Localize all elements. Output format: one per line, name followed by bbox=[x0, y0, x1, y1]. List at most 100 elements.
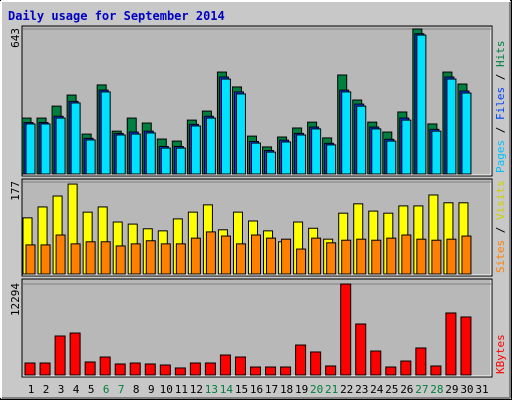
bar bbox=[430, 365, 442, 376]
x-tick-label: 7 bbox=[118, 383, 125, 396]
bar bbox=[311, 237, 322, 275]
bar bbox=[266, 237, 277, 275]
bar bbox=[25, 123, 36, 175]
y-tick-label: 643 bbox=[9, 28, 22, 48]
bar bbox=[281, 141, 292, 175]
legend: KBytes bbox=[494, 334, 507, 374]
legend-separator: / bbox=[494, 67, 507, 87]
bar bbox=[295, 344, 307, 376]
bar bbox=[356, 238, 367, 275]
legend-entry: Hits bbox=[494, 41, 507, 68]
y-tick-label: 12294 bbox=[9, 283, 22, 316]
x-tick-label: 5 bbox=[88, 383, 95, 396]
bar bbox=[189, 362, 201, 376]
chart-title: Daily usage for September 2014 bbox=[8, 9, 225, 23]
bar bbox=[84, 361, 96, 376]
x-tick-label: 31 bbox=[475, 383, 488, 396]
bar bbox=[114, 363, 126, 376]
legend: Sites / Visits bbox=[494, 180, 507, 273]
bar bbox=[70, 243, 81, 275]
x-tick-label: 29 bbox=[445, 383, 458, 396]
bar bbox=[311, 128, 322, 175]
legend-entry: Files bbox=[494, 87, 507, 120]
bar bbox=[25, 244, 36, 275]
bar bbox=[296, 248, 307, 275]
bar bbox=[341, 91, 352, 175]
x-tick-label: 25 bbox=[385, 383, 398, 396]
x-tick-label: 3 bbox=[58, 383, 65, 396]
bar bbox=[69, 332, 81, 376]
bar bbox=[446, 78, 457, 175]
x-tick-label: 12 bbox=[190, 383, 203, 396]
bar bbox=[39, 362, 51, 376]
x-tick-label: 11 bbox=[175, 383, 188, 396]
bar bbox=[190, 237, 201, 275]
bar bbox=[145, 132, 156, 175]
x-tick-label: 27 bbox=[415, 383, 428, 396]
bar bbox=[445, 312, 457, 376]
bar bbox=[220, 235, 231, 275]
x-tick-label: 8 bbox=[133, 383, 140, 396]
bar bbox=[401, 119, 412, 175]
bar bbox=[234, 356, 246, 376]
x-tick-label: 23 bbox=[355, 383, 368, 396]
bar bbox=[461, 92, 472, 175]
bar bbox=[175, 243, 186, 275]
bar bbox=[356, 105, 367, 175]
bar bbox=[205, 231, 216, 275]
bar bbox=[115, 245, 126, 275]
legend: Pages / Files / Hits bbox=[494, 41, 507, 174]
bar bbox=[446, 238, 457, 275]
bar bbox=[24, 362, 36, 376]
bar bbox=[251, 142, 261, 175]
x-tick-label: 10 bbox=[160, 383, 173, 396]
bar bbox=[340, 283, 352, 376]
bar bbox=[265, 366, 277, 376]
bar bbox=[144, 363, 156, 376]
x-tick-label: 21 bbox=[325, 383, 338, 396]
bar bbox=[129, 362, 141, 376]
bar bbox=[99, 356, 111, 376]
bar bbox=[159, 364, 171, 376]
bar bbox=[371, 239, 382, 275]
bar bbox=[326, 242, 337, 275]
bar bbox=[175, 147, 186, 175]
bar bbox=[251, 234, 261, 275]
bar bbox=[386, 237, 397, 275]
bar bbox=[460, 316, 472, 376]
legend-entry: Sites bbox=[494, 240, 507, 273]
bar bbox=[160, 243, 171, 275]
bar bbox=[70, 102, 81, 175]
legend-entry: KBytes bbox=[494, 334, 507, 374]
x-tick-label: 17 bbox=[265, 383, 278, 396]
x-tick-label: 20 bbox=[310, 383, 323, 396]
bar bbox=[235, 93, 246, 175]
bar bbox=[235, 243, 246, 275]
bar bbox=[266, 151, 277, 175]
bar bbox=[250, 366, 261, 376]
bar bbox=[326, 144, 337, 175]
legend-separator: / bbox=[494, 120, 507, 140]
x-tick-label: 13 bbox=[205, 383, 218, 396]
bar bbox=[145, 240, 156, 275]
bar bbox=[100, 91, 111, 175]
legend-entry: Pages bbox=[494, 140, 507, 173]
bar bbox=[461, 235, 472, 275]
bar bbox=[385, 366, 397, 376]
bar bbox=[401, 234, 412, 275]
x-tick-label: 22 bbox=[340, 383, 353, 396]
y-tick-label: 177 bbox=[9, 181, 22, 201]
x-tick-label: 9 bbox=[148, 383, 155, 396]
bar bbox=[40, 123, 51, 175]
x-tick-label: 2 bbox=[43, 383, 50, 396]
bar bbox=[310, 351, 322, 376]
bar bbox=[55, 234, 66, 275]
bar bbox=[85, 241, 96, 275]
bar bbox=[204, 362, 216, 376]
bar bbox=[341, 239, 352, 275]
bar bbox=[416, 34, 427, 175]
bar bbox=[85, 139, 96, 175]
x-tick-label: 1 bbox=[28, 383, 35, 396]
